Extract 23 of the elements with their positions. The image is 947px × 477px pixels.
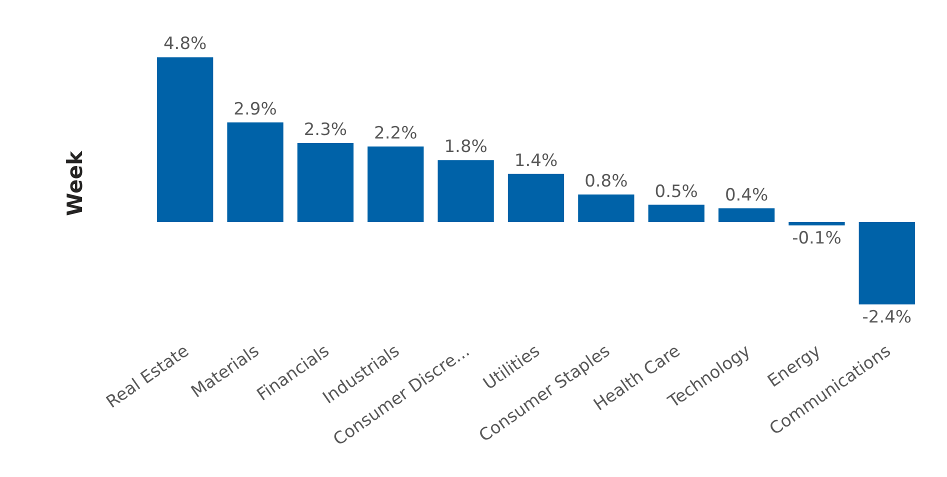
bar xyxy=(157,57,214,222)
data-label: 0.4% xyxy=(724,185,768,206)
data-label: 2.3% xyxy=(304,120,348,140)
data-label: -0.1% xyxy=(792,228,842,248)
bar xyxy=(227,122,284,222)
y-axis-title: Week xyxy=(63,150,88,216)
data-label: -2.4% xyxy=(862,307,912,328)
bar xyxy=(718,208,775,222)
bar xyxy=(508,174,564,222)
data-label: 2.2% xyxy=(374,123,418,144)
bar xyxy=(368,146,424,222)
bar xyxy=(788,222,845,226)
data-label: 1.4% xyxy=(514,150,558,171)
data-label: 1.8% xyxy=(444,137,488,158)
bar xyxy=(648,204,704,222)
bar xyxy=(858,222,915,304)
data-label: 0.8% xyxy=(584,172,628,192)
data-label: 2.9% xyxy=(234,99,277,120)
bar xyxy=(578,194,634,222)
data-label: 4.8% xyxy=(163,34,207,54)
data-label: 0.5% xyxy=(654,182,698,202)
bar xyxy=(297,143,354,222)
bar xyxy=(438,160,494,222)
